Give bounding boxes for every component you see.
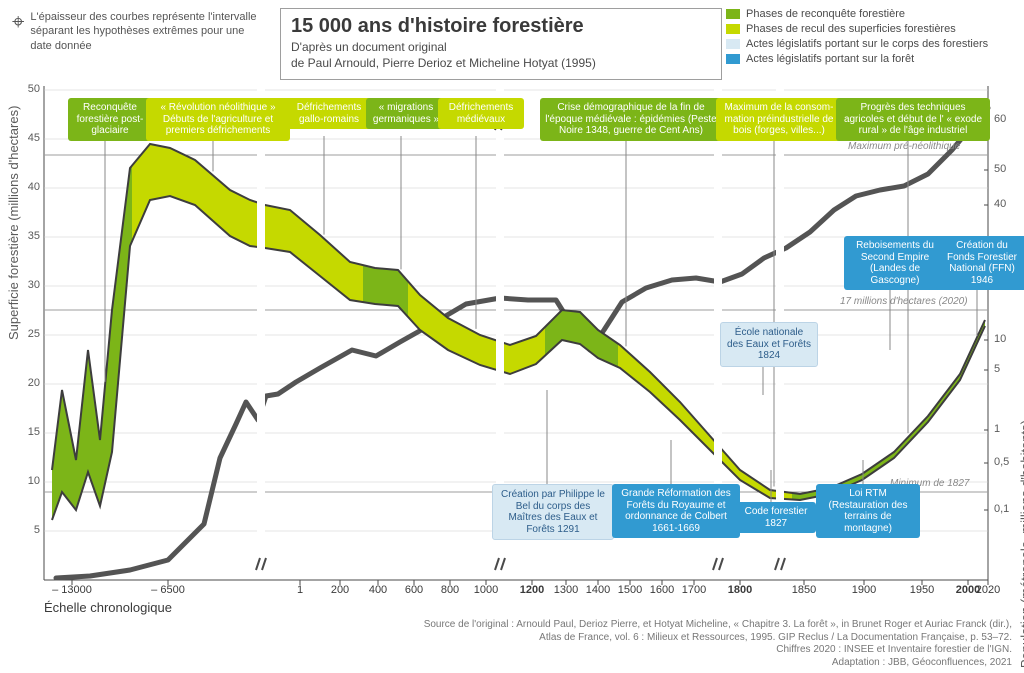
y-right-tick: 60 [994, 113, 1006, 125]
x-tick: 1950 [910, 584, 934, 596]
x-tick: 1600 [650, 584, 674, 596]
period-annotation: Maximum de la consom-mation préindustrie… [716, 98, 842, 141]
y-left-tick: 20 [10, 377, 40, 389]
x-tick: 400 [369, 584, 387, 596]
x-tick: 1800 [728, 584, 752, 596]
x-tick: 1 [297, 584, 303, 596]
y-left-tick: 5 [10, 524, 40, 536]
event-annotation: Création par Philippe le Bel du corps de… [492, 484, 614, 540]
y-right-tick: 50 [994, 163, 1006, 175]
y-right-tick: 10 [994, 333, 1006, 345]
x-tick: – 6500 [151, 584, 185, 596]
event-annotation: Reboisements du Second Empire (Landes de… [844, 236, 946, 290]
x-tick: 1500 [618, 584, 642, 596]
y-right-tick: 0,1 [994, 503, 1009, 515]
chart-root: { "meta": { "title": "15 000 ans d'histo… [0, 0, 1024, 673]
y-right-tick: 0,5 [994, 456, 1009, 468]
x-tick: 200 [331, 584, 349, 596]
y-left-tick: 10 [10, 475, 40, 487]
y-left-tick: 25 [10, 328, 40, 340]
y-left-tick: 30 [10, 279, 40, 291]
event-annotation: Code forestier 1827 [736, 502, 816, 533]
y-left-tick: 50 [10, 83, 40, 95]
x-tick: – 13000 [52, 584, 92, 596]
x-tick: 1850 [792, 584, 816, 596]
y-left-tick: 35 [10, 230, 40, 242]
x-tick: 1900 [852, 584, 876, 596]
y-right-tick: 1 [994, 423, 1000, 435]
period-annotation: Défrichements médiévaux [438, 98, 524, 129]
x-tick: 1400 [586, 584, 610, 596]
y-left-tick: 45 [10, 132, 40, 144]
y-left-tick: 15 [10, 426, 40, 438]
reference-line-label: 17 millions d'hectares (2020) [840, 296, 968, 307]
x-tick: 600 [405, 584, 423, 596]
period-annotation: Crise démographique de la fin de l'époqu… [540, 98, 722, 141]
event-annotation: Loi RTM (Restauration des terrains de mo… [816, 484, 920, 538]
forest-phase [132, 144, 363, 302]
period-annotation: Reconquête forestière post-glaciaire [68, 98, 152, 141]
forest-phase [52, 166, 132, 520]
forest-phase [545, 310, 618, 367]
y-left-tick: 40 [10, 181, 40, 193]
x-tick: 1200 [520, 584, 544, 596]
reference-line-label: Maximum pré-néolithique [848, 141, 960, 152]
x-tick: 1000 [474, 584, 498, 596]
period-annotation: « Révolution néolithique » Débuts de l'a… [146, 98, 290, 141]
event-annotation: Création du Fonds Forestier National (FF… [936, 236, 1024, 290]
event-annotation: École nationale des Eaux et Forêts 1824 [720, 322, 818, 367]
x-tick: 1700 [682, 584, 706, 596]
period-annotation: « migrations germaniques » [366, 98, 446, 129]
x-tick: 2020 [976, 584, 1000, 596]
event-annotation: Grande Réformation des Forêts du Royaume… [612, 484, 740, 538]
period-annotation: Défrichements gallo-romains [284, 98, 374, 129]
y-right-tick: 5 [994, 363, 1000, 375]
x-tick: 800 [441, 584, 459, 596]
period-annotation: Progrès des techniques agricoles et débu… [836, 98, 990, 141]
forest-phase [792, 320, 985, 500]
y-right-tick: 40 [994, 198, 1006, 210]
x-tick: 1300 [554, 584, 578, 596]
